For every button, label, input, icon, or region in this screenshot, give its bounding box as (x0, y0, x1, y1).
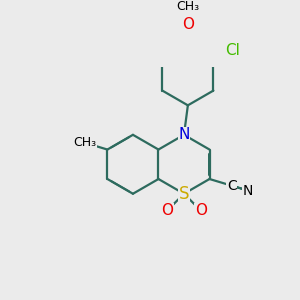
Text: CH₃: CH₃ (74, 136, 97, 149)
Text: O: O (161, 203, 173, 218)
Text: Cl: Cl (225, 43, 240, 58)
Text: CH₃: CH₃ (176, 0, 200, 13)
Text: N: N (243, 184, 253, 198)
Text: C: C (227, 179, 237, 193)
Text: O: O (182, 17, 194, 32)
Text: O: O (195, 203, 207, 218)
Text: N: N (178, 127, 190, 142)
Text: S: S (179, 185, 189, 203)
